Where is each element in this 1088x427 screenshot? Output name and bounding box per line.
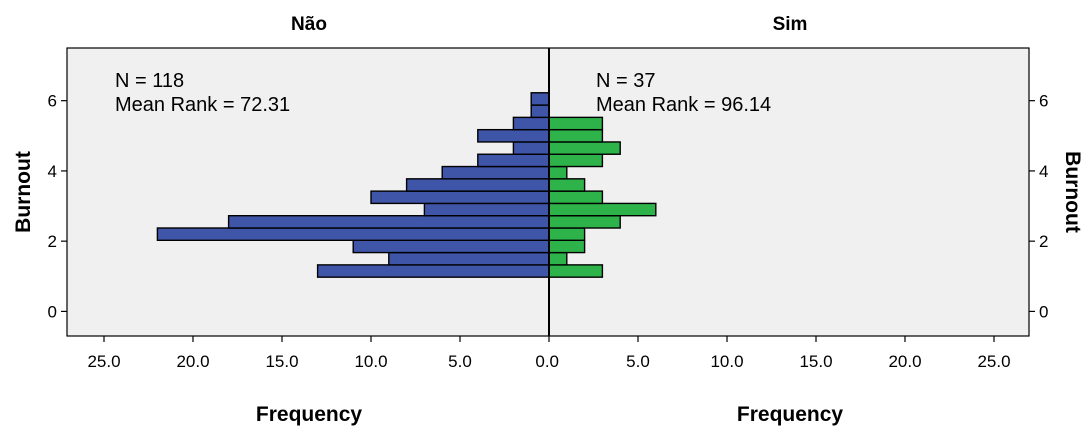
bar-right-4 <box>548 215 621 229</box>
x-axis-title-left: Frequency <box>256 403 363 426</box>
bar-right-8 <box>548 165 568 180</box>
bar-left-11 <box>477 128 550 143</box>
x-tick-label-7: 10.0 <box>710 352 743 371</box>
x-tick-label-8: 15.0 <box>799 352 832 371</box>
x-tick-label-4: 5.0 <box>448 352 472 371</box>
x-axis-title-right: Frequency <box>737 403 844 426</box>
bar-left-6 <box>370 190 550 205</box>
bar-left-12 <box>512 116 550 131</box>
bar-right-9 <box>548 153 604 168</box>
bar-right-11 <box>548 128 604 143</box>
x-tick-label-1: 20.0 <box>176 352 209 371</box>
n-label-nao: N = 118 <box>115 70 184 92</box>
bar-left-2 <box>352 239 550 254</box>
bar-left-8 <box>441 165 550 180</box>
bar-right-7 <box>548 178 586 192</box>
x-tick-label-6: 5.0 <box>626 352 650 371</box>
mean-rank-label-nao: Mean Rank = 72.31 <box>115 94 290 116</box>
bar-right-5 <box>548 202 657 217</box>
bar-left-9 <box>477 153 550 168</box>
y-axis-title-left: Burnout <box>12 151 35 233</box>
bar-left-5 <box>423 202 550 217</box>
panel-title-nao: Não <box>291 14 327 35</box>
y-tick-label-left-1: 2 <box>48 232 57 251</box>
bar-right-3 <box>548 227 586 241</box>
y-tick-label-left-0: 0 <box>48 302 57 321</box>
bar-left-0 <box>316 264 550 278</box>
x-tick-label-5: 0.0 <box>535 352 559 371</box>
bar-left-13 <box>530 104 550 119</box>
y-tick-label-right-3: 6 <box>1039 92 1048 111</box>
x-tick-label-0: 25.0 <box>87 352 120 371</box>
y-axis-title-right: Burnout <box>1061 151 1084 233</box>
y-tick-label-right-0: 0 <box>1039 302 1048 321</box>
bar-right-12 <box>548 116 604 131</box>
n-label-sim: N = 37 <box>596 70 655 92</box>
bar-right-0 <box>548 264 604 278</box>
bar-left-10 <box>512 141 550 155</box>
bar-left-4 <box>227 215 550 229</box>
bar-left-3 <box>156 227 550 241</box>
bar-left-7 <box>405 178 550 192</box>
x-tick-label-9: 20.0 <box>888 352 921 371</box>
bar-left-1 <box>388 251 550 266</box>
bar-right-6 <box>548 190 604 205</box>
bar-right-1 <box>548 251 568 266</box>
x-tick-label-10: 25.0 <box>977 352 1010 371</box>
x-tick-label-2: 15.0 <box>265 352 298 371</box>
axes-layer: 0 0 2 2 4 4 6 6 25.0 20.0 15.0 10.0 5.0 0.0 5.0 10.0 15.… <box>48 92 1049 371</box>
y-tick-label-right-2: 4 <box>1039 162 1048 181</box>
y-tick-label-left-3: 6 <box>48 92 57 111</box>
y-tick-label-right-1: 2 <box>1039 232 1048 251</box>
bar-left-14 <box>530 92 550 106</box>
mean-rank-label-sim: Mean Rank = 96.14 <box>596 94 771 116</box>
y-tick-label-left-2: 4 <box>48 162 57 181</box>
x-tick-label-3: 10.0 <box>354 352 387 371</box>
bar-right-2 <box>548 239 586 254</box>
panel-title-sim: Sim <box>773 14 808 35</box>
bar-right-10 <box>548 141 621 155</box>
